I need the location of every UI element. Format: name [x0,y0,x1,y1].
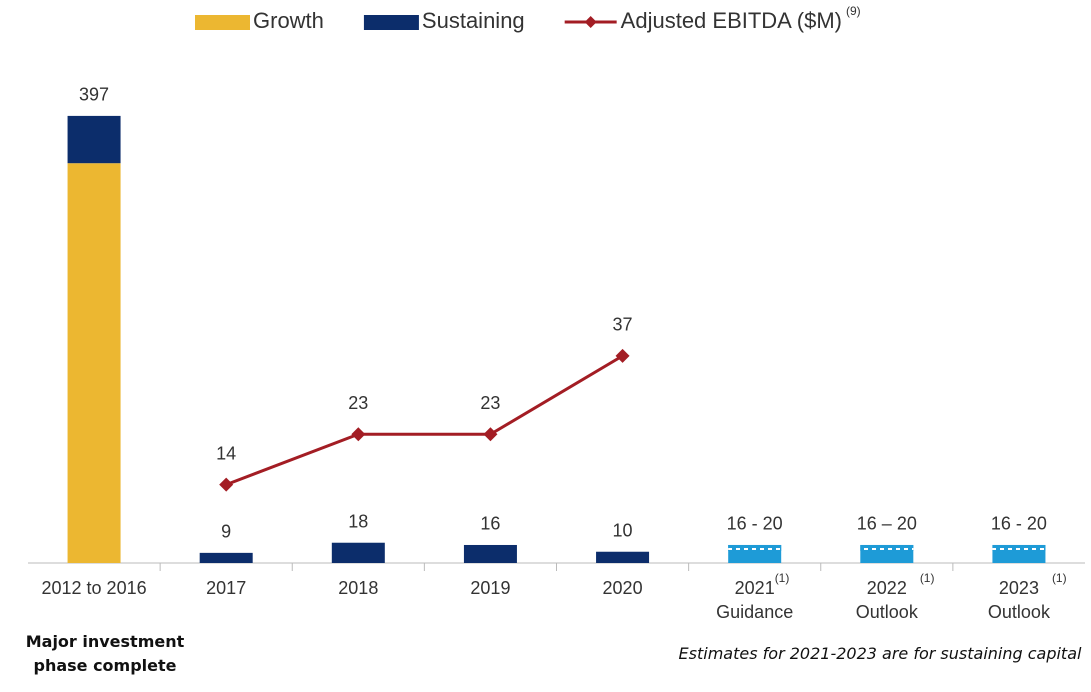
legend-label: Adjusted EBITDA ($M) [621,8,842,33]
estimate-hatch [992,544,1046,551]
x-tick-sublabel: Guidance [716,602,793,622]
legend-label: Growth [253,8,324,33]
bar-segment [463,544,517,563]
bar-segment [67,115,121,164]
legend-swatch [195,15,250,30]
x-tick-label: 2020 [603,578,643,598]
line-label: 23 [348,393,368,413]
line-label: 37 [613,315,633,335]
category-note: (1) [1052,571,1067,585]
x-tick-label: 2017 [206,578,246,598]
annotation: Major investment phase complete [25,632,185,675]
bar-segment [67,163,121,563]
x-tick-label: 2021 [735,578,775,598]
line-marker [615,348,630,363]
bar-segment [199,552,253,563]
data-label: 16 - 20 [991,514,1047,534]
data-label: 16 – 20 [857,514,917,534]
data-label: 18 [348,511,368,531]
data-label: 16 - 20 [727,514,783,534]
x-tick-label: 2019 [470,578,510,598]
legend-note: (9) [846,4,861,18]
line-marker [351,427,366,442]
estimate-hatch [860,544,914,551]
bar-segment [331,542,385,563]
annotation: Estimates for 2021-2023 are for sustaini… [678,644,1082,663]
x-tick-label: 2018 [338,578,378,598]
legend-swatch [363,15,419,30]
category-note: (1) [775,571,790,585]
line-label: 23 [480,393,500,413]
line-marker [219,477,234,492]
x-tick-sublabel: Outlook [988,602,1051,622]
line-marker [483,427,498,442]
data-label: 16 [480,514,500,534]
data-label: 10 [613,520,633,540]
data-label: 397 [79,85,109,105]
bar-segment [596,551,650,563]
x-tick-sublabel: Outlook [856,602,919,622]
x-tick-label: 2012 to 2016 [42,578,147,598]
category-note: (1) [920,571,935,585]
legend-label: Sustaining [422,8,525,33]
x-tick-label: 2022 [867,578,907,598]
line-label: 14 [216,443,236,463]
line [225,354,624,487]
x-tick-label: 2023 [999,578,1039,598]
legend-marker [584,16,597,28]
data-label: 9 [221,522,231,542]
estimate-hatch [728,544,782,551]
